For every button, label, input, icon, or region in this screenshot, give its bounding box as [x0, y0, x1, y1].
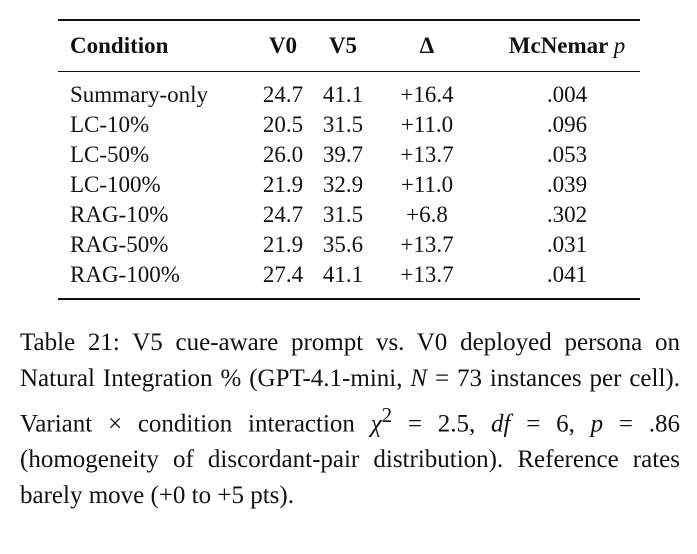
- caption-chi-var: χ: [370, 410, 382, 438]
- cell-delta: +16.4: [400, 82, 454, 107]
- header-row: Condition V0 V5 Δ McNemar p: [58, 21, 652, 71]
- header-mcnemar-label: McNemar: [508, 33, 614, 58]
- caption-chi-sup: 2: [381, 403, 393, 427]
- table-row: RAG-10% 24.7 31.5 +6.8 .302: [58, 200, 652, 230]
- table-body: Condition V0 V5 Δ McNemar p: [58, 21, 652, 71]
- cell-p: .302: [546, 202, 588, 227]
- cell-p: .004: [546, 82, 588, 107]
- header-v0: V0: [268, 33, 298, 58]
- cell-p: .031: [546, 232, 588, 257]
- caption-df-var: df: [491, 410, 511, 438]
- cell-delta: +6.8: [406, 202, 448, 227]
- cell-delta: +11.0: [400, 172, 454, 197]
- cell-v5: 32.9: [322, 172, 364, 197]
- header-mcnemar-p: p: [613, 33, 626, 58]
- caption-p-var: p: [590, 410, 604, 438]
- cell-v0: 27.4: [262, 262, 304, 287]
- table-row: LC-100% 21.9 32.9 +11.0 .039: [58, 170, 652, 200]
- cell-v0: 21.9: [262, 232, 304, 257]
- header-condition: Condition: [70, 33, 169, 58]
- cell-delta: +13.7: [400, 262, 454, 287]
- cell-v0: 24.7: [262, 202, 304, 227]
- cell-v5: 41.1: [322, 82, 364, 107]
- cell-v5: 31.5: [322, 202, 364, 227]
- caption-part2: = 73 instances per cell). Variant × cond…: [20, 365, 680, 438]
- top-rule: [58, 19, 640, 21]
- header-mcnemar: McNemar p: [482, 21, 652, 71]
- table-row: RAG-50% 21.9 35.6 +13.7 .031: [58, 230, 652, 260]
- cell-delta: +13.7: [400, 232, 454, 257]
- cell-delta: +11.0: [400, 112, 454, 137]
- cell-v0: 24.7: [262, 82, 304, 107]
- caption-part1: Table 21: V5 cue-aware prompt vs. V0 dep…: [20, 329, 680, 392]
- bottom-rule: [58, 298, 640, 300]
- table-row: RAG-100% 27.4 41.1 +13.7 .041: [58, 260, 652, 298]
- cell-v0: 26.0: [262, 142, 304, 167]
- table-row: LC-10% 20.5 31.5 +11.0 .096: [58, 110, 652, 140]
- cell-p: .053: [546, 142, 588, 167]
- table-row: LC-50% 26.0 39.7 +13.7 .053: [58, 140, 652, 170]
- cell-condition: LC-10%: [70, 112, 150, 137]
- cell-v0: 20.5: [262, 112, 304, 137]
- results-table: Condition V0 V5 Δ McNemar p Summary-only…: [58, 19, 640, 300]
- caption-part5: = .86 (homogeneity of discordant-pair di…: [20, 410, 681, 510]
- mid-rule: [58, 71, 640, 72]
- caption-part4: = 6,: [510, 410, 591, 438]
- cell-v5: 41.1: [322, 262, 364, 287]
- cell-v0: 21.9: [262, 172, 304, 197]
- caption-part3: = 2.5,: [392, 410, 492, 438]
- table-rows: Summary-only 24.7 41.1 +16.4 .004 LC-10% 20.5 3…: [58, 72, 652, 298]
- cell-condition: LC-100%: [70, 172, 161, 197]
- cell-condition: RAG-50%: [70, 232, 169, 257]
- caption-n-var: N: [410, 365, 428, 392]
- cell-p: .096: [546, 112, 588, 137]
- cell-condition: Summary-only: [70, 82, 208, 107]
- cell-condition: RAG-10%: [70, 202, 169, 227]
- cell-v5: 31.5: [322, 112, 364, 137]
- cell-condition: RAG-100%: [70, 262, 180, 287]
- cell-condition: LC-50%: [70, 142, 150, 167]
- cell-p: .041: [546, 262, 588, 287]
- cell-delta: +13.7: [400, 142, 454, 167]
- table-row: Summary-only 24.7 41.1 +16.4 .004: [58, 72, 652, 110]
- cell-v5: 39.7: [322, 142, 364, 167]
- header-v5: V5: [328, 33, 358, 58]
- cell-p: .039: [546, 172, 588, 197]
- header-delta: Δ: [419, 33, 435, 58]
- table-caption: Table 21: V5 cue-aware prompt vs. V0 dep…: [20, 325, 680, 514]
- cell-v5: 35.6: [322, 232, 364, 257]
